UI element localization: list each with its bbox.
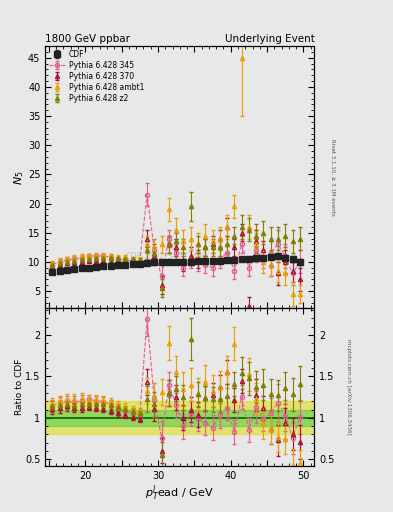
Y-axis label: mcplots.cern.ch [arXiv:1306.3436]: mcplots.cern.ch [arXiv:1306.3436] — [346, 339, 351, 435]
Y-axis label: Ratio to CDF: Ratio to CDF — [15, 359, 24, 415]
Y-axis label: Rivet 3.1.10, ≥ 3.1M events: Rivet 3.1.10, ≥ 3.1M events — [331, 139, 335, 216]
Text: 1800 GeV ppbar: 1800 GeV ppbar — [45, 34, 130, 44]
Y-axis label: $N_5$: $N_5$ — [13, 170, 26, 184]
Text: CDF_2001_S4751469: CDF_2001_S4751469 — [125, 251, 207, 261]
Legend: CDF, Pythia 6.428 345, Pythia 6.428 370, Pythia 6.428 ambt1, Pythia 6.428 z2: CDF, Pythia 6.428 345, Pythia 6.428 370,… — [48, 48, 146, 104]
Text: Underlying Event: Underlying Event — [224, 34, 314, 44]
X-axis label: $p_T^l$ead / GeV: $p_T^l$ead / GeV — [145, 483, 214, 503]
